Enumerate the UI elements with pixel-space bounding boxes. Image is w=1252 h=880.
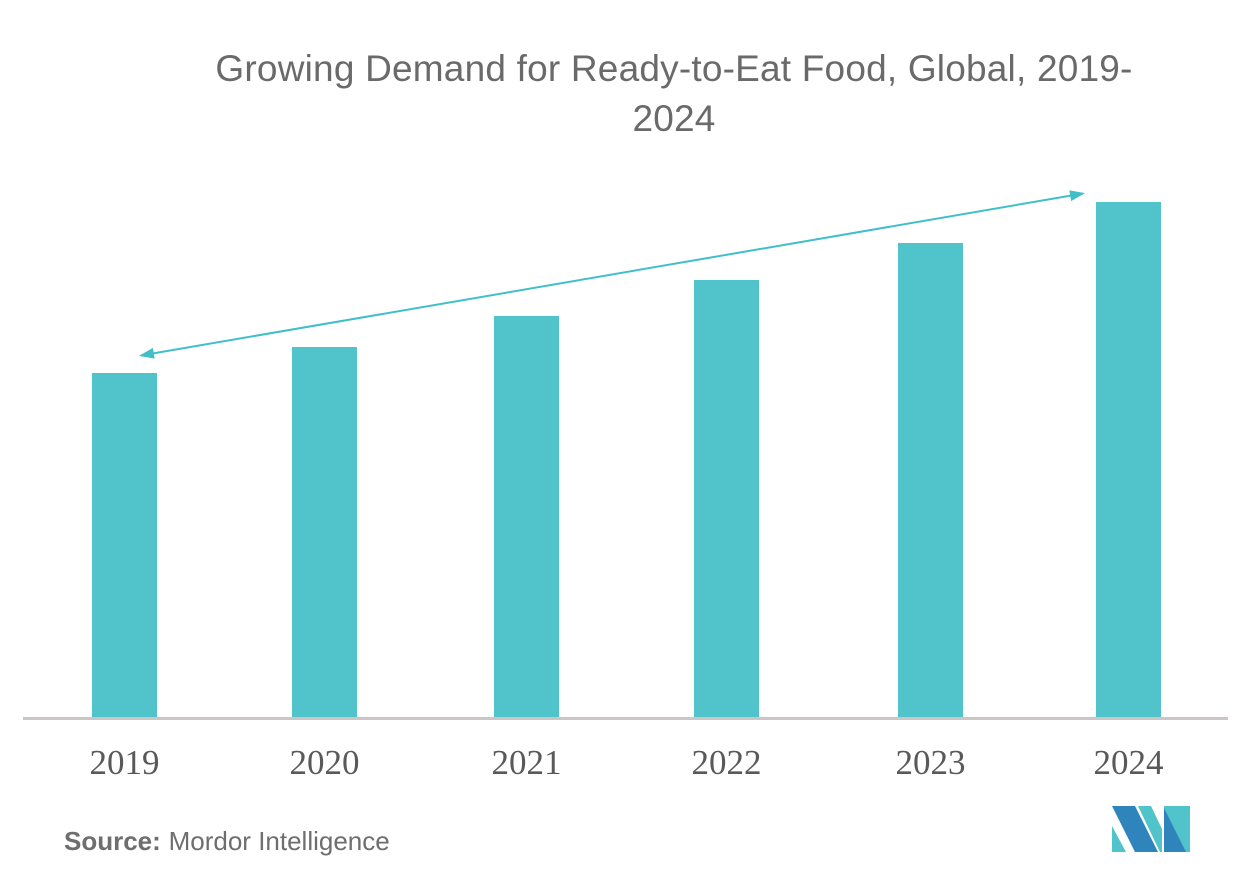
- chart-title-line-1: Growing Demand for Ready-to-Eat Food, Gl…: [215, 48, 1133, 89]
- chart-title-line-2: 2024: [632, 98, 716, 139]
- mordor-logo-icon: [1112, 806, 1190, 852]
- x-tick-2020: 2020: [289, 743, 360, 782]
- bar-2023: [898, 243, 963, 719]
- chart-title: Growing Demand for Ready-to-Eat Food, Gl…: [94, 44, 1252, 144]
- x-tick-2021: 2021: [491, 743, 562, 782]
- bar-2020: [292, 347, 357, 719]
- bar-2021: [494, 316, 559, 719]
- bar-2024: [1096, 202, 1161, 719]
- source-prefix: Source:: [64, 826, 161, 856]
- bar-2019: [92, 373, 157, 719]
- source-name: Mordor Intelligence: [168, 826, 390, 856]
- x-tick-2023: 2023: [895, 743, 966, 782]
- x-tick-2024: 2024: [1093, 743, 1164, 782]
- source-label: Source: Mordor Intelligence: [64, 826, 390, 857]
- x-tick-2022: 2022: [691, 743, 762, 782]
- x-axis-line: [23, 717, 1228, 720]
- bar-2022: [694, 280, 759, 719]
- x-tick-2019: 2019: [89, 743, 160, 782]
